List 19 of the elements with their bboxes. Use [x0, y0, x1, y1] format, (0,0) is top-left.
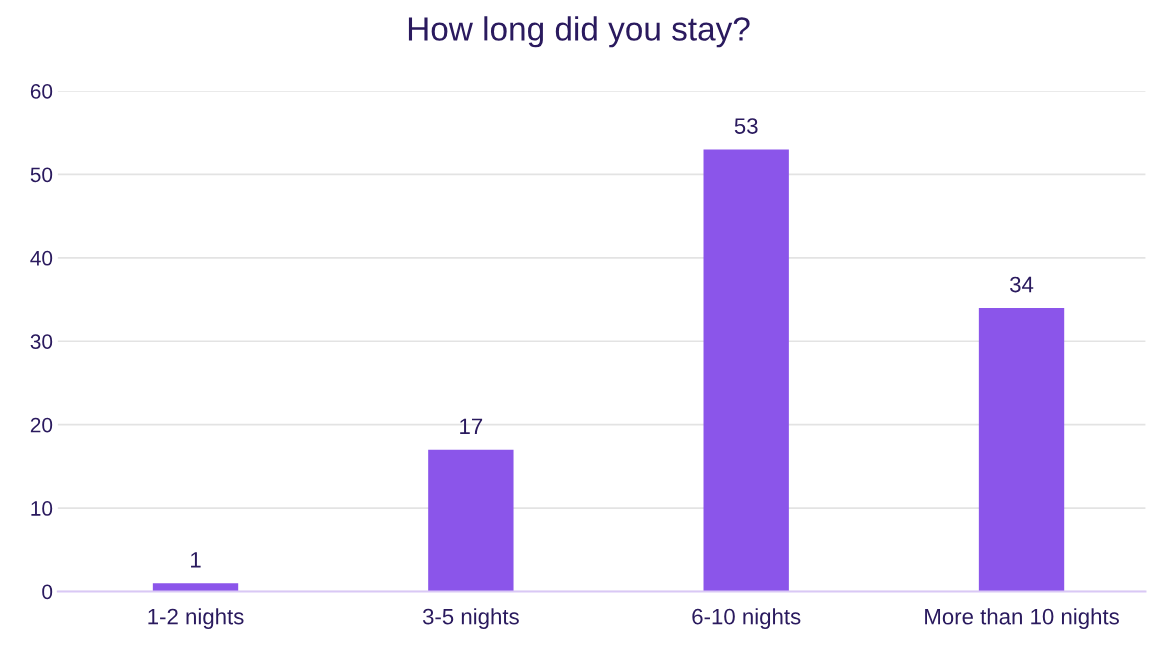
x-tick-label: 3-5 nights [422, 608, 519, 629]
bar [978, 307, 1065, 592]
y-tick-label: 20 [30, 417, 53, 433]
data-label: 17 [460, 418, 483, 434]
data-label: 53 [734, 118, 758, 134]
data-label: 1 [191, 552, 201, 568]
y-tick-label: 60 [30, 84, 53, 99]
bar [703, 149, 789, 592]
y-tick-label: 40 [30, 250, 53, 266]
data-label: 34 [1010, 276, 1034, 293]
y-tick-label: 50 [30, 167, 53, 183]
y-tick-label: 10 [31, 501, 53, 516]
x-tick-label: 1-2 nights [148, 608, 244, 629]
y-tick-label: 30 [30, 334, 53, 349]
y-tick-label: 0 [42, 584, 53, 600]
x-tick-label: 6-10 nights [692, 608, 801, 629]
bar [428, 449, 514, 592]
x-tick-label: More than 10 nights [925, 608, 1119, 629]
chart-title: How long did you stay? [408, 16, 750, 48]
